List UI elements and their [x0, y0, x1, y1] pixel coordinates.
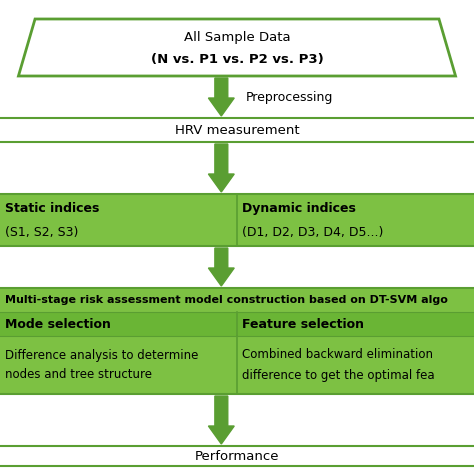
Text: HRV measurement: HRV measurement: [175, 124, 299, 137]
Text: (S1, S2, S3): (S1, S2, S3): [5, 226, 78, 238]
Polygon shape: [209, 78, 234, 116]
Text: difference to get the optimal fea: difference to get the optimal fea: [242, 368, 434, 382]
FancyBboxPatch shape: [0, 336, 474, 394]
FancyBboxPatch shape: [0, 312, 474, 336]
Text: All Sample Data: All Sample Data: [184, 31, 290, 44]
Text: (D1, D2, D3, D4, D5...): (D1, D2, D3, D4, D5...): [242, 226, 383, 238]
Text: Mode selection: Mode selection: [5, 318, 110, 330]
Text: (N vs. P1 vs. P2 vs. P3): (N vs. P1 vs. P2 vs. P3): [151, 53, 323, 66]
Text: Multi-stage risk assessment model construction based on DT-SVM algo: Multi-stage risk assessment model constr…: [5, 295, 447, 305]
Text: Static indices: Static indices: [5, 201, 99, 215]
Polygon shape: [209, 396, 234, 444]
FancyBboxPatch shape: [0, 288, 474, 312]
FancyBboxPatch shape: [0, 194, 474, 246]
Text: Difference analysis to determine: Difference analysis to determine: [5, 348, 198, 362]
Polygon shape: [209, 144, 234, 192]
Polygon shape: [209, 248, 234, 286]
Text: Dynamic indices: Dynamic indices: [242, 201, 356, 215]
Text: Performance: Performance: [195, 449, 279, 463]
Text: Combined backward elimination: Combined backward elimination: [242, 348, 433, 362]
Text: Feature selection: Feature selection: [242, 318, 364, 330]
Text: Preprocessing: Preprocessing: [246, 91, 333, 103]
Polygon shape: [18, 19, 456, 76]
Text: nodes and tree structure: nodes and tree structure: [5, 368, 152, 382]
